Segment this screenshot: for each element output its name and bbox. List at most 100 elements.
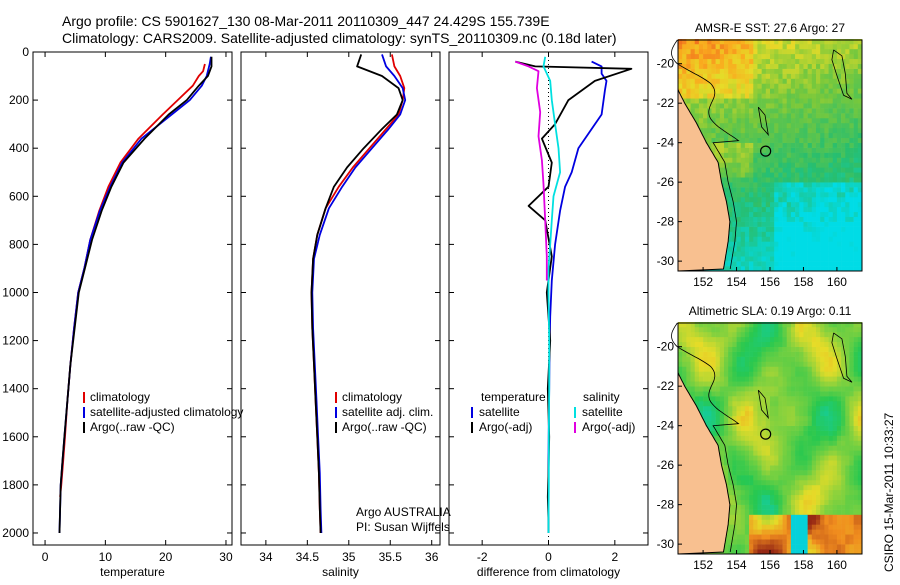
map-cell [836,544,842,550]
map-cell [786,211,792,218]
map-cell [799,415,804,422]
map-cell [782,440,788,446]
map-cell [786,157,792,163]
map-cell [782,83,788,89]
map-cell [753,147,758,153]
map-cell [803,361,808,367]
map-cell [744,356,750,362]
map-cell [749,83,754,89]
map-cell [811,152,817,158]
map-cell [853,529,859,535]
map-cell [820,137,825,143]
map-cell [807,381,813,387]
map-cell [845,88,850,94]
map-cell [816,58,821,64]
map-cell [774,103,779,109]
map-cell [694,341,700,347]
map-cell [761,450,767,456]
map-cell [853,420,859,426]
map-cell [724,83,729,89]
map-cell [836,450,842,456]
map-cell [832,494,838,501]
map-cell [845,83,850,89]
map-cell [811,460,817,466]
map-cell [786,177,792,183]
map-cell [744,187,750,193]
map-cell [682,361,687,367]
map-cell [724,53,729,60]
map-cell [816,529,821,535]
map-cell [824,544,829,550]
map-cell [849,386,854,392]
map-cell [740,177,746,183]
map-cell [715,376,721,382]
map-cell [698,361,704,367]
map-cell [728,391,733,397]
map-cell [841,366,846,372]
map-cell [828,524,834,530]
map-cell [724,192,729,198]
map-cell [715,341,721,347]
map-cell [816,465,821,471]
map-cell [820,246,825,252]
map-cell [770,356,775,362]
map-cell [736,68,742,74]
map-cell [753,103,758,109]
map-cell [753,157,758,163]
map-cell [698,122,704,129]
map-cell [682,63,687,69]
map-cell [828,326,834,333]
map-cell [715,346,721,352]
map-cell [795,440,800,446]
map-cell [765,470,771,476]
map-cell [841,410,846,417]
map-cell [757,475,762,481]
map-cell [799,83,804,89]
map-cell [770,103,775,109]
map-cell [790,39,796,45]
map-cell [853,216,859,222]
map-cell [841,440,846,446]
map-cell [732,113,737,119]
map-cell [799,256,804,262]
map-cell [803,196,808,203]
map-cell [715,366,721,372]
map-cell [816,405,821,412]
map-cell [811,400,817,407]
x-tick-label: 0 [42,550,49,564]
map-cell [765,440,771,446]
map-cell [778,475,783,481]
map-cell [807,132,813,139]
map-cell [694,351,700,357]
map-cell [707,83,712,89]
map-cell [740,226,746,232]
map-cell [724,88,729,94]
map-cell [761,415,767,422]
map-cell [715,371,721,377]
map-cell [744,103,750,109]
map-cell [765,341,771,347]
map-cell [782,43,788,50]
map-cell [724,73,729,79]
map-cell [828,386,834,392]
map-cell [795,396,800,402]
map-cell [811,58,817,64]
map-cell [824,341,829,347]
map-cell [803,460,808,466]
map-cell [774,351,779,357]
map-cell [849,177,854,183]
map-cell [824,147,829,153]
map-cell [749,201,754,208]
map-cell [774,152,779,158]
map-cell [795,445,800,451]
map-cell [853,122,859,129]
map-cell [682,78,687,84]
map-cell [841,539,846,545]
map-cell [845,201,850,208]
map-cell [736,475,742,481]
map-cell [774,529,779,535]
map-cell [786,549,792,555]
map-cell [740,465,746,471]
map-cell [824,381,829,387]
map-cell [795,455,800,461]
